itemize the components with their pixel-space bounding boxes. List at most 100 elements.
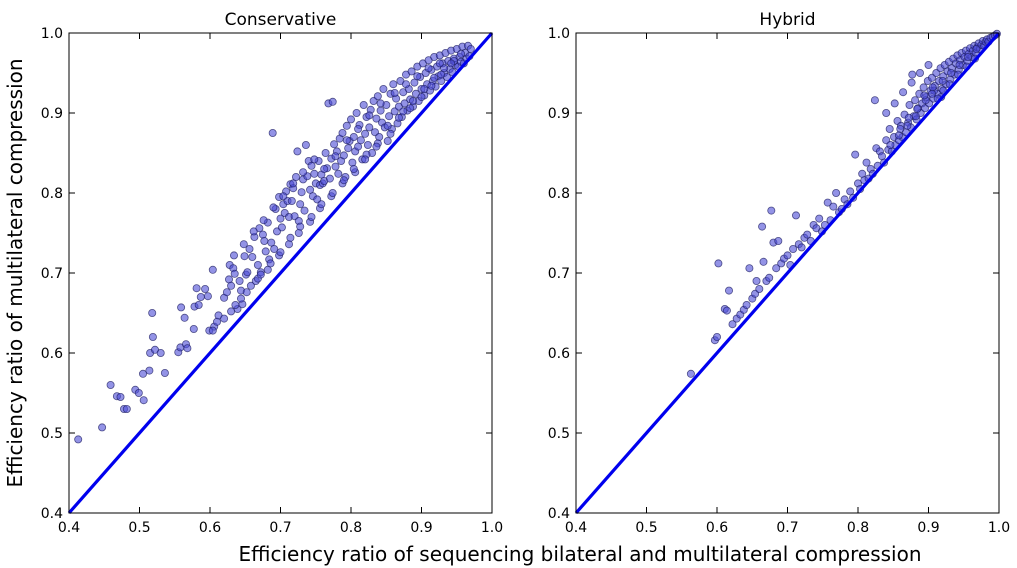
scatter-point xyxy=(334,169,343,178)
scatter-point xyxy=(325,174,334,183)
scatter-point xyxy=(138,369,147,378)
scatter-point xyxy=(924,61,933,70)
scatter-point xyxy=(742,300,751,309)
scatter-point xyxy=(928,89,937,98)
scatter-point xyxy=(258,230,267,239)
scatter-point xyxy=(212,317,221,326)
scatter-point xyxy=(772,264,781,273)
scatter-point xyxy=(338,128,347,137)
scatter-point xyxy=(249,227,258,236)
scatter-point xyxy=(259,216,268,225)
scatter-point xyxy=(339,151,348,160)
scatter-point xyxy=(964,53,973,62)
x-tick-label-hybrid: 0.9 xyxy=(917,520,939,536)
scatter-point xyxy=(376,106,385,115)
scatter-point xyxy=(339,176,348,185)
scatter-point xyxy=(116,392,125,401)
scatter-point xyxy=(972,45,981,54)
scatter-point xyxy=(296,222,305,231)
scatter-point xyxy=(248,252,257,261)
scatter-point xyxy=(755,284,764,293)
scatter-point xyxy=(289,179,298,188)
panel-title-hybrid: Hybrid xyxy=(759,10,815,30)
scatter-point xyxy=(328,97,337,106)
scatter-point xyxy=(379,85,388,94)
scatter-point xyxy=(905,101,914,110)
scatter-point xyxy=(239,240,248,249)
y-tick-label-hybrid: 0.8 xyxy=(548,186,570,202)
scatter-point xyxy=(354,125,363,134)
scatter-point xyxy=(317,200,326,209)
scatter-point xyxy=(74,435,83,444)
panel-title-conservative: Conservative xyxy=(225,10,337,30)
scatter-point xyxy=(904,113,913,122)
scatter-point xyxy=(400,99,409,108)
scatter-point xyxy=(407,67,416,76)
scatter-point xyxy=(413,72,422,81)
scatter-point xyxy=(365,111,374,120)
diagonal-line-hybrid xyxy=(574,31,1001,515)
scatter-point xyxy=(410,78,419,87)
scatter-point xyxy=(300,206,309,215)
scatter-point xyxy=(349,132,358,141)
scatter-point xyxy=(437,70,446,79)
scatter-point xyxy=(328,188,337,197)
scatter-point xyxy=(160,368,169,377)
scatter-point xyxy=(294,228,303,237)
scatter-point xyxy=(686,369,695,378)
scatter-point xyxy=(235,276,244,285)
scatter-point xyxy=(268,128,277,137)
scatter-point xyxy=(745,264,754,273)
scatter-point xyxy=(913,105,922,114)
scatter-point xyxy=(286,233,295,242)
scatter-point xyxy=(266,259,275,268)
x-tick-label-conservative: 0.6 xyxy=(199,520,221,536)
y-axis-label: Efficiency ratio of multilateral compres… xyxy=(3,58,27,487)
scatter-point xyxy=(284,240,293,249)
scatter-point xyxy=(208,265,217,274)
scatter-point xyxy=(789,244,798,253)
scatter-point xyxy=(870,96,879,105)
scatter-point xyxy=(916,69,925,78)
scatter-point xyxy=(947,69,956,78)
scatter-point xyxy=(728,320,737,329)
scatter-point xyxy=(908,70,917,79)
scatter-point xyxy=(134,388,143,397)
scatter-point xyxy=(383,121,392,130)
scatter-point xyxy=(208,326,217,335)
scatter-point xyxy=(823,198,832,207)
scatter-point xyxy=(180,313,189,322)
scatter-point xyxy=(938,77,947,86)
scatter-point xyxy=(829,202,838,211)
y-tick-label-conservative: 0.9 xyxy=(41,106,63,122)
scatter-point xyxy=(435,59,444,68)
scatter-point xyxy=(256,270,265,279)
scatter-points-hybrid xyxy=(686,29,1001,378)
y-tick-label-conservative: 0.6 xyxy=(41,346,63,362)
scatter-point xyxy=(911,112,920,121)
scatter-point xyxy=(220,314,229,323)
scatter-point xyxy=(372,114,381,123)
scatter-point xyxy=(156,348,165,357)
y-tick-label-conservative: 0.7 xyxy=(41,266,63,282)
scatter-point xyxy=(767,206,776,215)
scatter-point xyxy=(713,332,722,341)
x-tick-label-hybrid: 0.4 xyxy=(565,520,587,536)
y-tick-label-conservative: 0.4 xyxy=(41,506,63,522)
scatter-point xyxy=(240,252,249,261)
scatter-point xyxy=(896,125,905,134)
scatter-point xyxy=(373,92,382,101)
scatter-point xyxy=(401,80,410,89)
scatter-point xyxy=(363,140,372,149)
scatter-point xyxy=(955,61,964,70)
scatter-point xyxy=(758,222,767,231)
scatter-point xyxy=(236,294,245,303)
scatter-point xyxy=(390,89,399,98)
scatter-point xyxy=(296,200,305,209)
scatter-points-conservative xyxy=(74,41,475,444)
scatter-point xyxy=(406,104,415,113)
y-tick-label-conservative: 1.0 xyxy=(41,26,63,42)
scatter-point xyxy=(907,78,916,87)
scatter-point xyxy=(342,121,351,130)
